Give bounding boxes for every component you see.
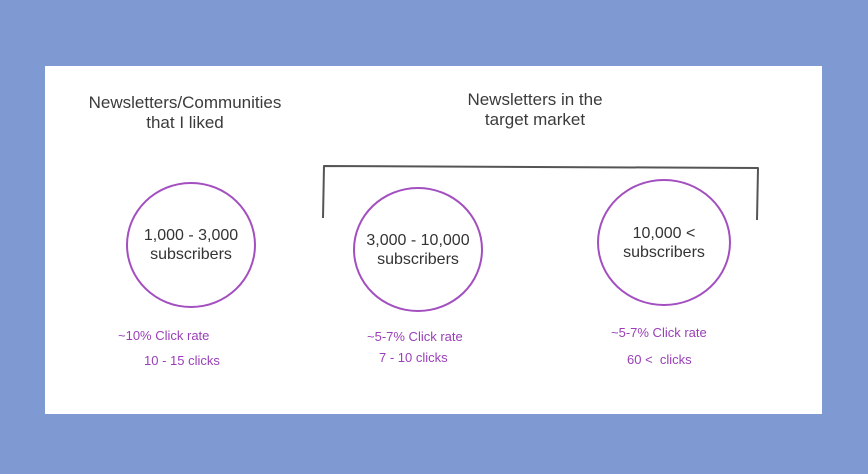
clicks-label: 60 < clicks: [627, 352, 692, 367]
clicks-label: 10 - 15 clicks: [144, 353, 220, 368]
subscriber-range: 1,000 - 3,000: [143, 227, 239, 244]
click-rate-label: ~5-7% Click rate: [611, 325, 707, 340]
subscriber-unit: subscribers: [150, 246, 232, 263]
subscriber-circle-medium: 3,000 - 10,000 subscribers: [353, 187, 483, 312]
subscriber-unit: subscribers: [623, 243, 705, 261]
subscriber-range: 3,000 - 10,000: [366, 231, 470, 249]
heading-target-line-2: target market: [484, 110, 586, 129]
heading-target-line-1: Newsletters in the: [467, 90, 603, 109]
subscriber-range: 10,000 <: [632, 224, 696, 242]
heading-liked-line-2: that I liked: [146, 113, 224, 132]
clicks-label: 7 - 10 clicks: [379, 350, 448, 365]
click-rate-label: ~5-7% Click rate: [367, 329, 463, 344]
heading-target-market: Newsletters in the target market: [430, 90, 640, 130]
click-rate-label: ~10% Click rate: [118, 328, 210, 343]
heading-liked-line-1: Newsletters/Communities: [88, 93, 282, 112]
target-market-bracket: [322, 165, 759, 221]
diagram-card: Newsletters/Communities that I liked New…: [45, 66, 822, 414]
subscriber-circle-large: 10,000 < subscribers: [597, 179, 731, 306]
subscriber-circle-small: 1,000 - 3,000 subscribers: [126, 182, 256, 308]
heading-liked-communities: Newsletters/Communities that I liked: [75, 93, 295, 133]
subscriber-unit: subscribers: [377, 250, 459, 268]
